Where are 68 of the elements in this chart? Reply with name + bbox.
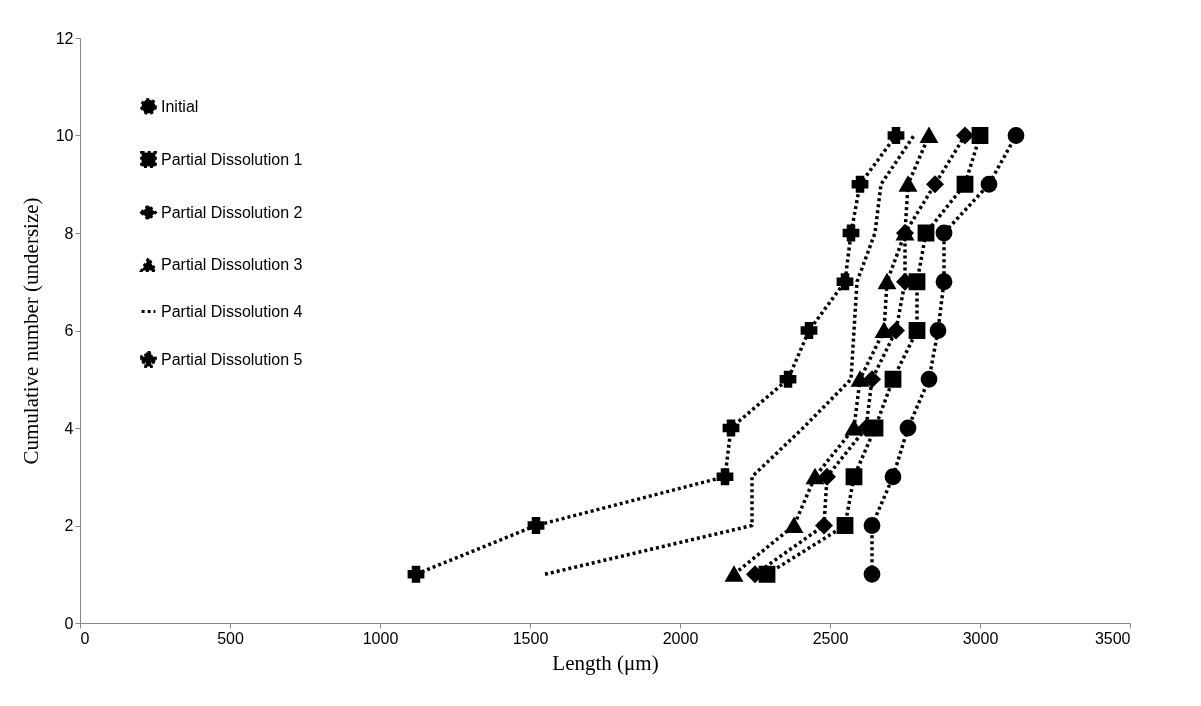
point <box>887 322 905 339</box>
point <box>917 224 935 242</box>
legend-label: Partial Dissolution 3 <box>161 255 303 273</box>
legend-label: Partial Dissolution 5 <box>161 350 303 368</box>
point <box>758 565 776 583</box>
point <box>863 370 881 388</box>
point <box>722 419 740 437</box>
point <box>908 273 926 291</box>
y-tick-label: 4 <box>64 419 74 437</box>
point <box>851 371 869 387</box>
x-tick-label: 500 <box>217 629 244 647</box>
point <box>800 322 818 339</box>
y-tick-label: 10 <box>55 127 74 144</box>
point <box>845 468 863 486</box>
x-tick-label: 3000 <box>962 629 999 647</box>
point <box>899 176 917 192</box>
point <box>845 420 863 436</box>
point <box>863 517 881 534</box>
point <box>920 370 938 388</box>
point <box>779 370 797 388</box>
y-tick-label: 6 <box>64 322 74 339</box>
y-tick-label: 0 <box>64 614 74 632</box>
point <box>1007 127 1025 144</box>
point <box>842 224 860 242</box>
point <box>815 517 833 534</box>
line-series <box>543 133 916 576</box>
y-tick-label: 8 <box>64 224 74 242</box>
point <box>725 566 743 582</box>
point <box>863 565 881 583</box>
point <box>527 517 545 534</box>
x-tick-label: 2500 <box>812 629 849 647</box>
point <box>785 518 803 533</box>
point <box>935 224 953 242</box>
point <box>971 127 989 144</box>
point <box>887 127 905 144</box>
x-tick-label: 2000 <box>662 629 699 647</box>
point <box>956 127 974 144</box>
point <box>935 273 953 291</box>
y-axis-title: Cumulative number (undersize) <box>18 197 43 465</box>
point <box>908 322 926 339</box>
point <box>956 175 974 193</box>
point <box>836 517 854 534</box>
point <box>926 175 944 193</box>
point <box>818 468 836 486</box>
point <box>407 565 425 583</box>
point <box>875 323 893 338</box>
point <box>884 468 902 486</box>
y-tick-label: 2 <box>64 517 74 534</box>
point <box>980 175 998 193</box>
point <box>878 274 896 290</box>
point <box>836 273 854 291</box>
x-axis-title: Length (μm) <box>552 650 659 675</box>
point <box>920 128 938 143</box>
legend-label: Partial Dissolution 2 <box>161 203 303 221</box>
x-tick-label: 1500 <box>512 629 549 647</box>
point <box>899 419 917 437</box>
legend-label: Partial Dissolution 4 <box>161 302 303 320</box>
x-tick-label: 0 <box>80 629 90 647</box>
point <box>716 468 734 486</box>
point <box>884 370 902 388</box>
legend-label: Partial Dissolution 1 <box>161 150 303 168</box>
y-tick-label: 12 <box>55 29 74 47</box>
point <box>806 469 824 485</box>
x-tick-label: 1000 <box>362 629 399 647</box>
legend-label: Initial <box>161 97 199 115</box>
x-tick-label: 3500 <box>1094 629 1131 647</box>
point <box>929 322 947 339</box>
point <box>851 175 869 193</box>
